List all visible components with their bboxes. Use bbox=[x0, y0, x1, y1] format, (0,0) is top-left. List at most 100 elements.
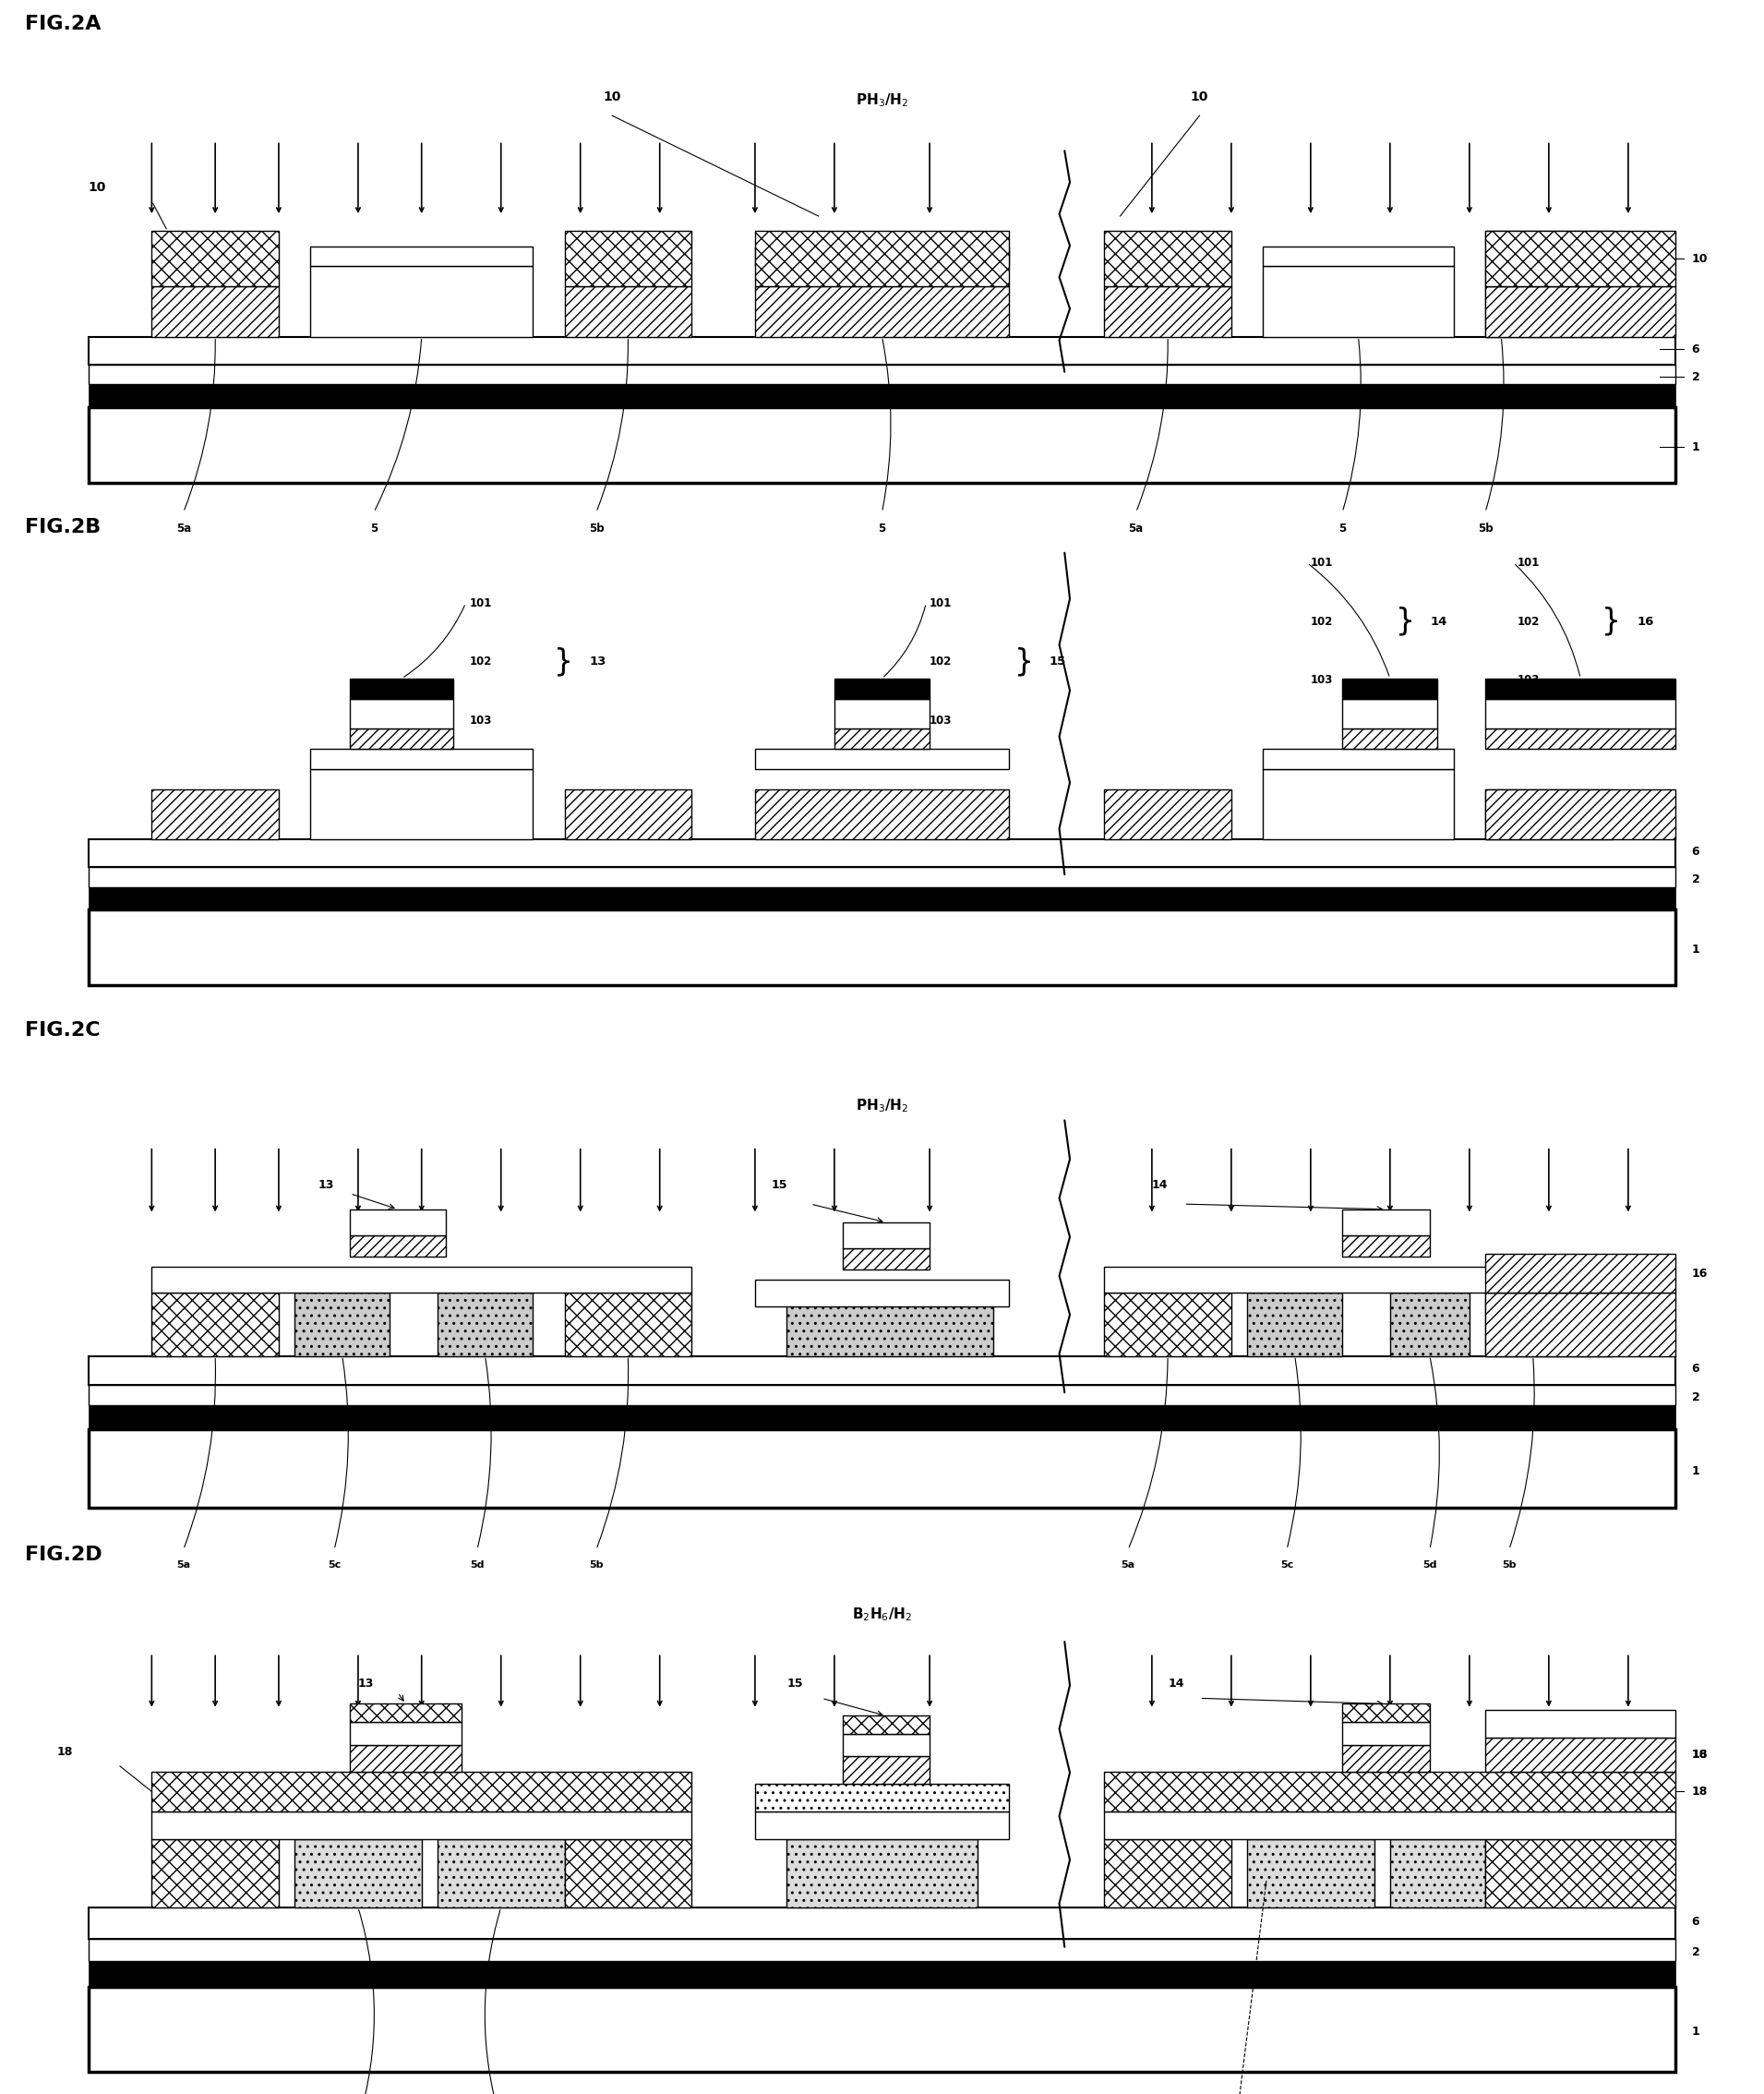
Text: 5b: 5b bbox=[589, 524, 603, 534]
Text: 5: 5 bbox=[878, 524, 886, 534]
Bar bbox=[1104, 1772, 1676, 1811]
Text: 5a: 5a bbox=[1129, 524, 1143, 534]
Bar bbox=[1485, 789, 1612, 840]
Bar bbox=[755, 247, 1009, 266]
Bar bbox=[1104, 230, 1231, 287]
Bar bbox=[755, 287, 1009, 337]
Bar bbox=[88, 1939, 1676, 1962]
Bar bbox=[349, 699, 453, 729]
Bar bbox=[755, 1784, 1009, 1811]
Bar bbox=[88, 1987, 1676, 2071]
Text: 15: 15 bbox=[787, 1677, 803, 1690]
Text: PH$_3$/H$_2$: PH$_3$/H$_2$ bbox=[856, 92, 908, 109]
Bar bbox=[152, 1294, 279, 1357]
Bar bbox=[787, 1294, 993, 1357]
Bar bbox=[152, 1841, 279, 1908]
Text: FIG.2C: FIG.2C bbox=[25, 1022, 101, 1039]
Bar bbox=[437, 1841, 564, 1908]
Text: 2: 2 bbox=[1692, 873, 1700, 886]
Bar bbox=[1342, 1705, 1429, 1721]
Text: B$_2$H$_6$/H$_2$: B$_2$H$_6$/H$_2$ bbox=[852, 1606, 912, 1623]
Bar bbox=[834, 729, 930, 750]
Bar bbox=[1485, 287, 1676, 337]
Text: 6: 6 bbox=[1692, 846, 1700, 859]
Bar bbox=[1342, 678, 1438, 699]
Text: 10: 10 bbox=[1692, 253, 1708, 264]
Bar bbox=[1247, 1294, 1342, 1357]
Bar bbox=[1342, 1235, 1429, 1256]
Text: 102: 102 bbox=[469, 655, 492, 668]
Bar bbox=[310, 768, 533, 840]
Bar bbox=[843, 1248, 930, 1269]
Bar bbox=[88, 406, 1676, 482]
Bar bbox=[437, 1294, 533, 1357]
Bar bbox=[755, 789, 1009, 840]
Bar bbox=[88, 1908, 1676, 1939]
Text: 5a: 5a bbox=[176, 1560, 191, 1568]
Bar bbox=[1485, 287, 1612, 337]
Text: 101: 101 bbox=[1311, 557, 1334, 570]
Text: PH$_3$/H$_2$: PH$_3$/H$_2$ bbox=[856, 1097, 908, 1114]
Text: 13: 13 bbox=[589, 655, 607, 668]
Text: FIG.2A: FIG.2A bbox=[25, 15, 101, 34]
Text: 102: 102 bbox=[930, 655, 953, 668]
Bar bbox=[349, 1210, 446, 1235]
Bar bbox=[843, 1223, 930, 1248]
Bar bbox=[1485, 678, 1676, 699]
Bar bbox=[1263, 266, 1454, 337]
Text: 103: 103 bbox=[1311, 674, 1334, 687]
Bar bbox=[88, 1428, 1676, 1508]
Text: 16: 16 bbox=[1692, 1267, 1708, 1279]
Bar bbox=[295, 1294, 390, 1357]
Bar bbox=[564, 230, 691, 287]
Text: 2: 2 bbox=[1692, 1393, 1700, 1403]
Text: 16: 16 bbox=[1637, 616, 1655, 628]
Text: 5b: 5b bbox=[1501, 1560, 1517, 1568]
Bar bbox=[349, 1705, 462, 1721]
Bar bbox=[1485, 1709, 1676, 1738]
Bar bbox=[843, 1757, 930, 1784]
Bar bbox=[152, 1267, 691, 1294]
Bar bbox=[1263, 247, 1454, 266]
Text: 14: 14 bbox=[1152, 1179, 1168, 1191]
Bar bbox=[88, 867, 1676, 888]
Bar bbox=[88, 888, 1676, 909]
Text: 5b: 5b bbox=[1478, 524, 1492, 534]
Bar bbox=[1342, 729, 1438, 750]
Bar bbox=[755, 1279, 1009, 1307]
Text: 6: 6 bbox=[1692, 1916, 1700, 1929]
Bar bbox=[1247, 1841, 1374, 1908]
Bar bbox=[1342, 1721, 1429, 1744]
Text: FIG.2D: FIG.2D bbox=[25, 1545, 102, 1564]
Bar bbox=[1104, 287, 1231, 337]
Bar bbox=[1104, 1267, 1612, 1294]
Text: 5b: 5b bbox=[589, 1560, 603, 1568]
Bar bbox=[564, 1841, 691, 1908]
Bar bbox=[1485, 230, 1676, 287]
Text: 6: 6 bbox=[1692, 343, 1700, 356]
Bar bbox=[1485, 789, 1676, 840]
Text: FIG.2B: FIG.2B bbox=[25, 517, 101, 536]
Text: 5c: 5c bbox=[1281, 1560, 1293, 1568]
Bar bbox=[1342, 1210, 1429, 1235]
Bar bbox=[88, 337, 1676, 364]
Bar bbox=[1485, 1294, 1676, 1357]
Bar bbox=[1485, 1254, 1676, 1294]
Text: 1: 1 bbox=[1692, 1466, 1700, 1476]
Text: 103: 103 bbox=[1517, 674, 1540, 687]
Text: 5c: 5c bbox=[328, 1560, 340, 1568]
Text: 5d: 5d bbox=[1422, 1560, 1438, 1568]
Bar bbox=[349, 1744, 462, 1772]
Bar bbox=[310, 750, 533, 768]
Bar bbox=[152, 230, 279, 287]
Bar bbox=[349, 1235, 446, 1256]
Bar bbox=[88, 1384, 1676, 1405]
Bar bbox=[1485, 729, 1676, 750]
Text: 1: 1 bbox=[1692, 944, 1700, 955]
Text: }: } bbox=[1602, 607, 1621, 637]
Bar bbox=[1342, 1744, 1429, 1772]
Bar bbox=[787, 1841, 977, 1908]
Bar bbox=[834, 699, 930, 729]
Bar bbox=[1485, 1738, 1676, 1772]
Bar bbox=[564, 1294, 691, 1357]
